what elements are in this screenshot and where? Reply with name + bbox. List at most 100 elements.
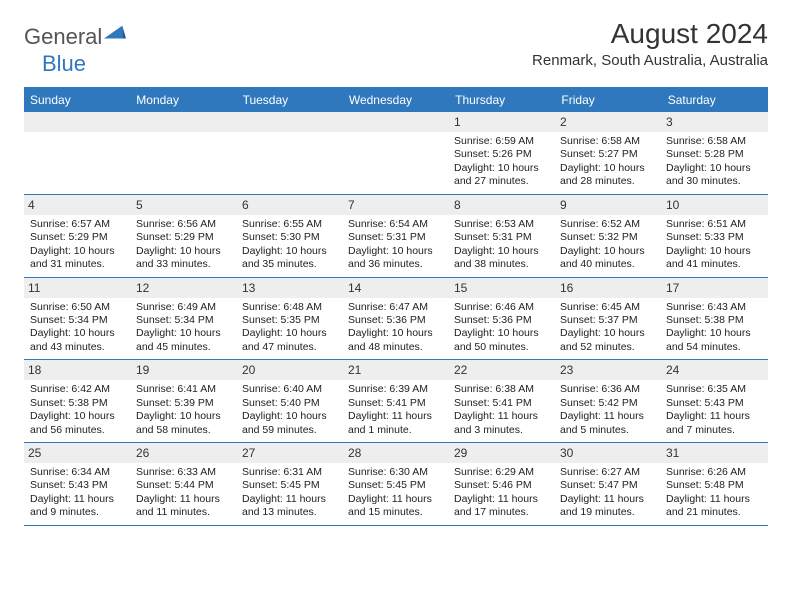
day-cell: 10 Sunrise: 6:51 AMSunset: 5:33 PMDayligh… xyxy=(662,195,768,277)
daylight1-text: Daylight: 11 hours xyxy=(666,493,764,506)
daylight2-text: and 56 minutes. xyxy=(30,424,128,437)
day-info: Sunrise: 6:48 AMSunset: 5:35 PMDaylight:… xyxy=(242,301,340,355)
sunset-text: Sunset: 5:45 PM xyxy=(242,479,340,492)
daylight2-text: and 35 minutes. xyxy=(242,258,340,271)
day-number: 10 xyxy=(662,195,768,215)
sunrise-text: Sunrise: 6:29 AM xyxy=(454,466,552,479)
sunrise-text: Sunrise: 6:53 AM xyxy=(454,218,552,231)
day-number: 21 xyxy=(344,360,450,380)
day-number: 20 xyxy=(238,360,344,380)
day-number: 2 xyxy=(556,112,662,132)
day-number: 24 xyxy=(662,360,768,380)
day-number: 11 xyxy=(24,278,132,298)
sunrise-text: Sunrise: 6:51 AM xyxy=(666,218,764,231)
daylight2-text: and 58 minutes. xyxy=(136,424,234,437)
day-info: Sunrise: 6:56 AMSunset: 5:29 PMDaylight:… xyxy=(136,218,234,272)
day-cell: 19Sunrise: 6:41 AMSunset: 5:39 PMDayligh… xyxy=(132,360,238,442)
day-info: Sunrise: 6:39 AMSunset: 5:41 PMDaylight:… xyxy=(348,383,446,437)
week-row: 11 Sunrise: 6:50 AMSunset: 5:34 PM Dayligh… xyxy=(24,278,768,361)
day-info: Sunrise: 6:49 AMSunset: 5:34 PMDaylight:… xyxy=(136,301,234,355)
day-of-week-header: Sunday Monday Tuesday Wednesday Thursday… xyxy=(24,89,768,112)
sunset-text: Sunset: 5:31 PM xyxy=(454,231,552,244)
sunset-text: Sunset: 5:48 PM xyxy=(666,479,764,492)
logo-text-general: General xyxy=(24,24,102,50)
daylight1-text: Daylight: 10 hours xyxy=(242,410,340,423)
sunrise-text: Sunrise: 6:48 AM xyxy=(242,301,340,314)
dow-tuesday: Tuesday xyxy=(237,89,343,112)
daylight2-text: and 40 minutes. xyxy=(560,258,658,271)
daylight1-text: Daylight: 11 hours xyxy=(560,410,658,423)
sunrise-text: Sunrise: 6:34 AM xyxy=(30,466,128,479)
sunrise-text: Sunrise: 6:54 AM xyxy=(348,218,446,231)
sunset-text: Sunset: 5:34 PM xyxy=(30,314,128,327)
title-block: August 2024 Renmark, South Australia, Au… xyxy=(532,18,768,69)
sunrise-text: Sunrise: 6:27 AM xyxy=(560,466,658,479)
sunset-text: Sunset: 5:30 PM xyxy=(242,231,340,244)
daylight1-text: Daylight: 10 hours xyxy=(136,327,234,340)
day-cell: 11Sunrise: 6:50 AMSunset: 5:34 PMDayligh… xyxy=(24,278,132,360)
day-cell: 7Sunrise: 6:54 AMSunset: 5:31 PMDaylight… xyxy=(344,195,450,277)
daylight2-text: and 36 minutes. xyxy=(348,258,446,271)
daylight1-text: Daylight: 11 hours xyxy=(454,493,552,506)
daylight1-text: Daylight: 10 hours xyxy=(454,327,552,340)
sunrise-text: Sunrise: 6:58 AM xyxy=(560,135,658,148)
sunrise-text: Sunrise: 6:40 AM xyxy=(242,383,340,396)
sunset-text: Sunset: 5:39 PM xyxy=(136,397,234,410)
sunrise-text: Sunrise: 6:55 AM xyxy=(242,218,340,231)
day-cell xyxy=(24,112,132,194)
daylight1-text: Daylight: 10 hours xyxy=(242,327,340,340)
daylight1-text: Daylight: 11 hours xyxy=(666,410,764,423)
daylight1-text: Daylight: 10 hours xyxy=(348,327,446,340)
sunrise-text: Sunrise: 6:49 AM xyxy=(136,301,234,314)
day-cell: 25Sunrise: 6:34 AMSunset: 5:43 PMDayligh… xyxy=(24,443,132,525)
day-cell: 14Sunrise: 6:47 AMSunset: 5:36 PMDayligh… xyxy=(344,278,450,360)
day-number: 7 xyxy=(344,195,450,215)
dow-saturday: Saturday xyxy=(662,89,768,112)
day-info: Sunrise: 6:36 AMSunset: 5:42 PMDaylight:… xyxy=(560,383,658,437)
week-row: 1Sunrise: 6:59 AMSunset: 5:26 PMDaylight… xyxy=(24,112,768,195)
day-info: Sunrise: 6:33 AMSunset: 5:44 PMDaylight:… xyxy=(136,466,234,520)
daylight1-text: Daylight: 11 hours xyxy=(30,493,128,506)
day-info: Sunrise: 6:53 AMSunset: 5:31 PMDaylight:… xyxy=(454,218,552,272)
daylight2-text: and 59 minutes. xyxy=(242,424,340,437)
daylight2-text: and 28 minutes. xyxy=(560,175,658,188)
sunset-text: Sunset: 5:36 PM xyxy=(348,314,446,327)
sunset-text: Sunset: 5:38 PM xyxy=(666,314,764,327)
day-info: Sunrise: 6:58 AMSunset: 5:27 PMDaylight:… xyxy=(560,135,658,189)
day-info: Sunrise: 6:55 AMSunset: 5:30 PMDaylight:… xyxy=(242,218,340,272)
day-number: 22 xyxy=(450,360,556,380)
day-number xyxy=(344,112,450,132)
sunrise-text: Sunrise: 6:42 AM xyxy=(30,383,128,396)
sunset-text: Sunset: 5:37 PM xyxy=(560,314,658,327)
day-cell: 2 Sunrise: 6:58 AMSunset: 5:27 PMDaylight… xyxy=(556,112,662,194)
daylight2-text: and 15 minutes. xyxy=(348,506,446,519)
daylight2-text: and 27 minutes. xyxy=(454,175,552,188)
week-row: 18Sunrise: 6:42 AMSunset: 5:38 PMDayligh… xyxy=(24,360,768,443)
dow-monday: Monday xyxy=(130,89,236,112)
day-info: Sunrise: 6:46 AMSunset: 5:36 PMDaylight:… xyxy=(454,301,552,355)
day-cell: 29Sunrise: 6:29 AMSunset: 5:46 PMDayligh… xyxy=(450,443,556,525)
sunset-text: Sunset: 5:29 PM xyxy=(30,231,128,244)
day-info: Sunrise: 6:30 AMSunset: 5:45 PMDaylight:… xyxy=(348,466,446,520)
sunrise-text: Sunrise: 6:43 AM xyxy=(666,301,764,314)
day-cell: 5Sunrise: 6:56 AMSunset: 5:29 PMDaylight… xyxy=(132,195,238,277)
sunset-text: Sunset: 5:36 PM xyxy=(454,314,552,327)
day-cell: 20Sunrise: 6:40 AMSunset: 5:40 PMDayligh… xyxy=(238,360,344,442)
daylight1-text: Daylight: 10 hours xyxy=(30,245,128,258)
sunrise-text: Sunrise: 6:50 AM xyxy=(30,301,128,314)
daylight2-text: and 13 minutes. xyxy=(242,506,340,519)
sunrise-text: Sunrise: 6:26 AM xyxy=(666,466,764,479)
calendar: Sunday Monday Tuesday Wednesday Thursday… xyxy=(24,87,768,526)
day-number: 12 xyxy=(132,278,238,298)
sunrise-text: Sunrise: 6:45 AM xyxy=(560,301,658,314)
day-info: Sunrise: 6:29 AMSunset: 5:46 PMDaylight:… xyxy=(454,466,552,520)
day-info: Sunrise: 6:51 AMSunset: 5:33 PMDaylight:… xyxy=(666,218,764,272)
daylight2-text: and 41 minutes. xyxy=(666,258,764,271)
day-number: 15 xyxy=(450,278,556,298)
day-number: 26 xyxy=(132,443,238,463)
sunrise-text: Sunrise: 6:31 AM xyxy=(242,466,340,479)
day-info: Sunrise: 6:43 AMSunset: 5:38 PMDaylight:… xyxy=(666,301,764,355)
day-number: 13 xyxy=(238,278,344,298)
sunset-text: Sunset: 5:32 PM xyxy=(560,231,658,244)
dow-wednesday: Wednesday xyxy=(343,89,449,112)
